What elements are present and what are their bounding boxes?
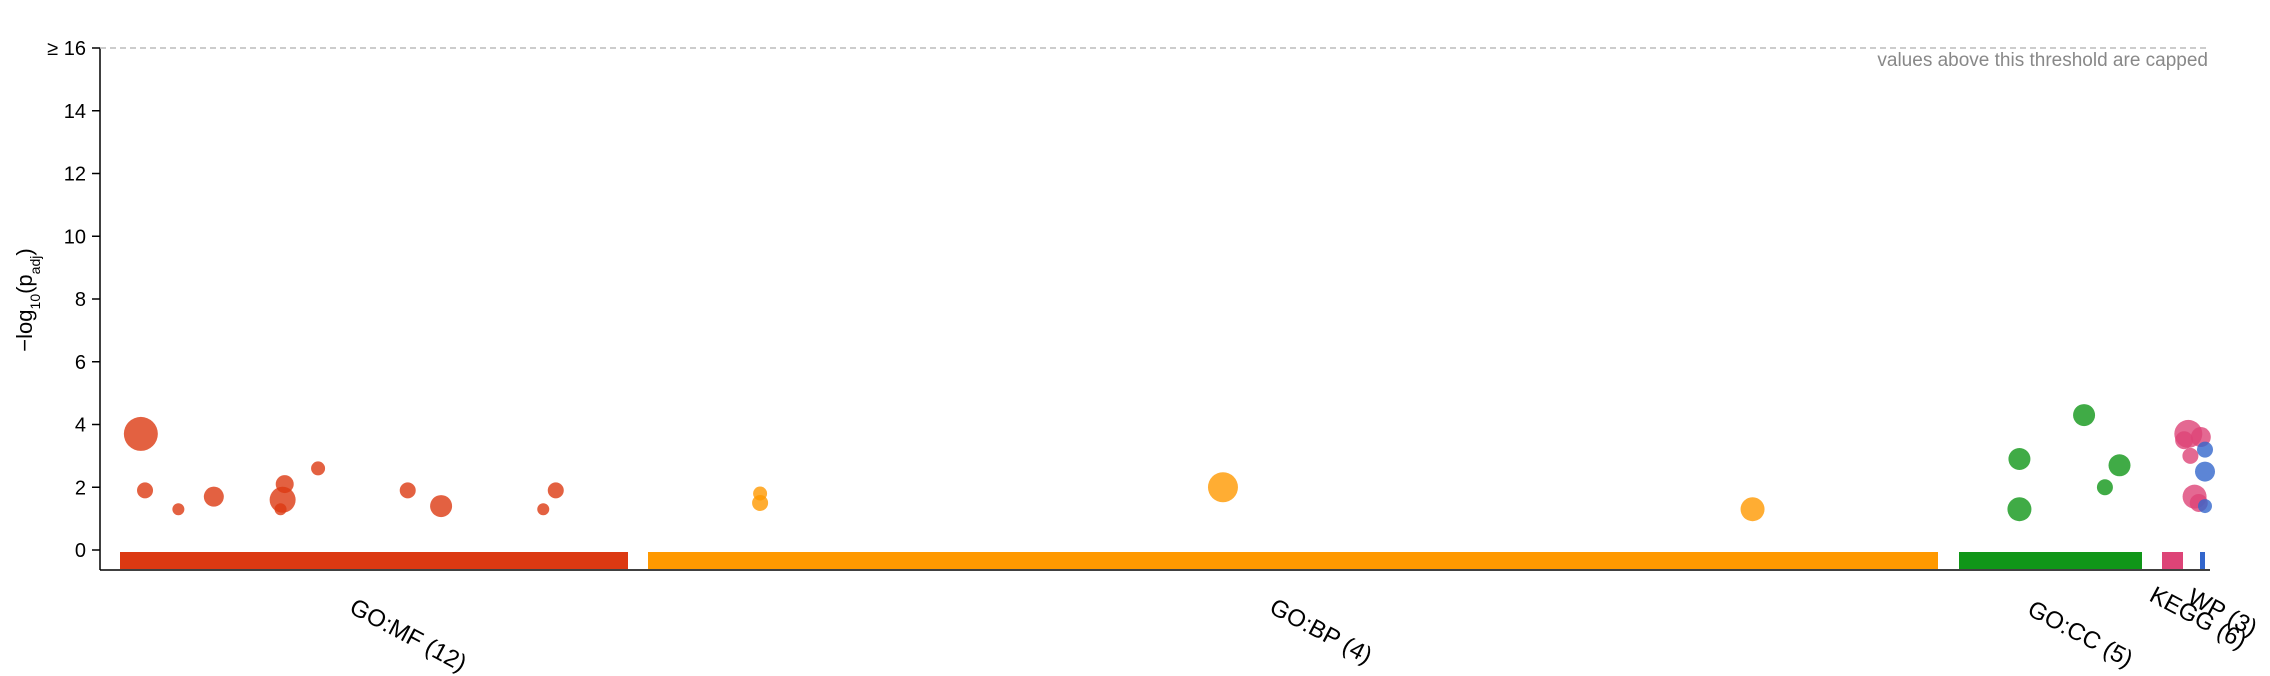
data-point[interactable] bbox=[123, 416, 158, 451]
source-bar bbox=[648, 552, 1938, 569]
y-tick-label: 14 bbox=[64, 101, 86, 123]
data-point[interactable] bbox=[172, 503, 185, 516]
source-bar bbox=[2162, 552, 2183, 569]
data-point[interactable] bbox=[274, 503, 287, 516]
y-tick-label: 6 bbox=[75, 352, 86, 374]
y-tick-label: 8 bbox=[75, 289, 86, 311]
y-tick-label: 0 bbox=[75, 540, 86, 562]
data-point[interactable] bbox=[537, 503, 550, 516]
data-point[interactable] bbox=[2198, 499, 2212, 514]
source-bar bbox=[2200, 552, 2205, 569]
data-points bbox=[123, 404, 2215, 522]
data-point[interactable] bbox=[1207, 472, 1238, 503]
source-label: GO:CC (5) bbox=[2023, 595, 2137, 673]
data-point[interactable] bbox=[399, 482, 416, 499]
source-label: GO:MF (12) bbox=[345, 593, 471, 676]
data-point[interactable] bbox=[203, 486, 224, 507]
data-point[interactable] bbox=[2195, 461, 2215, 482]
data-point[interactable] bbox=[2073, 404, 2096, 427]
data-point[interactable] bbox=[547, 482, 564, 499]
data-point[interactable] bbox=[311, 461, 326, 476]
source-bar bbox=[1959, 552, 2142, 569]
y-tick-label: 12 bbox=[64, 164, 86, 186]
y-axis-title: −log10(padj) bbox=[12, 248, 43, 351]
data-point[interactable] bbox=[2182, 447, 2199, 464]
cap-threshold-note: values above this threshold are capped bbox=[1877, 50, 2208, 71]
source-bars bbox=[120, 552, 2205, 569]
y-tick-label: ≥ 16 bbox=[47, 38, 86, 60]
data-point[interactable] bbox=[2175, 431, 2194, 450]
y-tick-label: 2 bbox=[75, 477, 86, 499]
data-point[interactable] bbox=[1740, 497, 1765, 522]
source-label: GO:BP (4) bbox=[1265, 593, 1376, 669]
y-axis-title-text: −log10(padj) bbox=[12, 248, 43, 351]
data-point[interactable] bbox=[137, 482, 154, 499]
y-tick-label: 4 bbox=[75, 415, 86, 437]
data-point[interactable] bbox=[430, 495, 453, 518]
data-point[interactable] bbox=[2197, 441, 2213, 458]
data-point[interactable] bbox=[2008, 448, 2031, 471]
source-labels: GO:MF (12) GO:BP (4) GO:CC (5) KEGG (6)WP (… bbox=[345, 581, 2261, 676]
data-point[interactable] bbox=[752, 494, 769, 511]
data-point[interactable] bbox=[2108, 454, 2131, 477]
source-bar bbox=[120, 552, 628, 569]
y-axis: 0 2 4 6 8 10 12 14 ≥ 16 bbox=[47, 38, 2210, 571]
data-point[interactable] bbox=[2007, 497, 2032, 522]
y-tick-label: 10 bbox=[64, 226, 86, 248]
data-point[interactable] bbox=[2096, 479, 2113, 496]
